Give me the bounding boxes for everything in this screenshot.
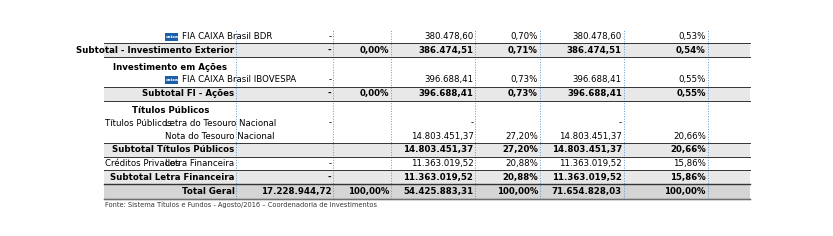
Text: -: - bbox=[619, 118, 622, 128]
Text: 17.228.944,72: 17.228.944,72 bbox=[261, 187, 332, 196]
Bar bbox=[104, 43, 750, 57]
Text: -: - bbox=[327, 89, 332, 98]
Text: Subtotal FI - Ações: Subtotal FI - Ações bbox=[142, 89, 235, 98]
Text: Títulos Públicos: Títulos Públicos bbox=[132, 106, 209, 115]
Text: 0,71%: 0,71% bbox=[508, 46, 538, 55]
Text: 15,86%: 15,86% bbox=[670, 173, 706, 182]
Text: 20,88%: 20,88% bbox=[505, 159, 538, 168]
Text: Subtotal Letra Financeira: Subtotal Letra Financeira bbox=[110, 173, 235, 182]
Text: Letra Financeira: Letra Financeira bbox=[166, 159, 235, 168]
Text: 11.363.019,52: 11.363.019,52 bbox=[411, 159, 473, 168]
Text: -: - bbox=[328, 159, 332, 168]
Text: 100,00%: 100,00% bbox=[665, 187, 706, 196]
Text: -: - bbox=[327, 173, 332, 182]
Text: 14.803.451,37: 14.803.451,37 bbox=[411, 132, 473, 141]
Text: 0,55%: 0,55% bbox=[676, 89, 706, 98]
Bar bbox=[104, 143, 750, 157]
Text: -: - bbox=[328, 118, 332, 128]
Text: 396.688,41: 396.688,41 bbox=[418, 89, 473, 98]
Text: Total Geral: Total Geral bbox=[182, 187, 235, 196]
Text: 11.363.019,52: 11.363.019,52 bbox=[552, 173, 622, 182]
Text: 0,00%: 0,00% bbox=[360, 46, 390, 55]
Text: 27,20%: 27,20% bbox=[505, 132, 538, 141]
Text: caixa: caixa bbox=[166, 78, 178, 82]
Text: 11.363.019,52: 11.363.019,52 bbox=[403, 173, 473, 182]
Text: 15,86%: 15,86% bbox=[673, 159, 706, 168]
Bar bbox=[104, 170, 750, 184]
Bar bbox=[104, 87, 750, 101]
Bar bbox=[166, 76, 178, 84]
Text: 100,00%: 100,00% bbox=[496, 187, 538, 196]
Text: 27,20%: 27,20% bbox=[502, 145, 538, 154]
Text: -: - bbox=[327, 46, 332, 55]
Text: 71.654.828,03: 71.654.828,03 bbox=[551, 187, 622, 196]
Text: 54.425.883,31: 54.425.883,31 bbox=[403, 187, 473, 196]
Text: Subtotal - Investimento Exterior: Subtotal - Investimento Exterior bbox=[77, 46, 235, 55]
Text: 396.688,41: 396.688,41 bbox=[567, 89, 622, 98]
Text: 20,66%: 20,66% bbox=[670, 145, 706, 154]
Text: 0,70%: 0,70% bbox=[511, 32, 538, 41]
Bar bbox=[104, 184, 750, 199]
Text: 20,66%: 20,66% bbox=[673, 132, 706, 141]
Text: 14.803.451,37: 14.803.451,37 bbox=[403, 145, 473, 154]
Text: -: - bbox=[328, 76, 332, 84]
Text: 380.478,60: 380.478,60 bbox=[424, 32, 473, 41]
Text: -: - bbox=[471, 118, 473, 128]
Bar bbox=[166, 33, 178, 41]
Text: 386.474,51: 386.474,51 bbox=[567, 46, 622, 55]
Text: 20,88%: 20,88% bbox=[502, 173, 538, 182]
Text: 0,00%: 0,00% bbox=[360, 89, 390, 98]
Text: 14.803.451,37: 14.803.451,37 bbox=[559, 132, 622, 141]
Text: 0,53%: 0,53% bbox=[678, 32, 706, 41]
Text: 14.803.451,37: 14.803.451,37 bbox=[551, 145, 622, 154]
Text: Letra do Tesouro Nacional: Letra do Tesouro Nacional bbox=[166, 118, 277, 128]
Text: 386.474,51: 386.474,51 bbox=[418, 46, 473, 55]
Text: 396.688,41: 396.688,41 bbox=[573, 76, 622, 84]
Text: FIA CAIXA Brasil BDR: FIA CAIXA Brasil BDR bbox=[182, 32, 272, 41]
Text: FIA CAIXA Brasil IBOVESPA: FIA CAIXA Brasil IBOVESPA bbox=[182, 76, 297, 84]
Text: -: - bbox=[328, 32, 332, 41]
Text: Fonte: Sistema Títulos e Fundos - Agosto/2016 – Coordenadoria de Investimentos: Fonte: Sistema Títulos e Fundos - Agosto… bbox=[106, 201, 377, 208]
Text: 0,55%: 0,55% bbox=[678, 76, 706, 84]
Text: 100,00%: 100,00% bbox=[348, 187, 390, 196]
Text: 0,73%: 0,73% bbox=[511, 76, 538, 84]
Text: Títulos Públicos: Títulos Públicos bbox=[106, 118, 172, 128]
Text: Subtotal Títulos Públicos: Subtotal Títulos Públicos bbox=[112, 145, 235, 154]
Text: 396.688,41: 396.688,41 bbox=[424, 76, 473, 84]
Text: 0,54%: 0,54% bbox=[676, 46, 706, 55]
Text: 0,73%: 0,73% bbox=[508, 89, 538, 98]
Text: 380.478,60: 380.478,60 bbox=[572, 32, 622, 41]
Text: Investimento em Ações: Investimento em Ações bbox=[113, 63, 227, 72]
Text: caixa: caixa bbox=[166, 35, 178, 39]
Text: 11.363.019,52: 11.363.019,52 bbox=[559, 159, 622, 168]
Text: Créditos Privados: Créditos Privados bbox=[106, 159, 180, 168]
Text: Nota do Tesouro Nacional: Nota do Tesouro Nacional bbox=[166, 132, 275, 141]
